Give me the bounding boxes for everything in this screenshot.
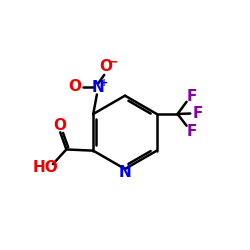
Text: O: O xyxy=(68,79,82,94)
Text: −: − xyxy=(108,56,118,68)
Text: HO: HO xyxy=(32,160,58,174)
Text: F: F xyxy=(187,89,198,104)
Text: F: F xyxy=(187,124,198,139)
Text: O: O xyxy=(53,118,66,133)
Text: O: O xyxy=(100,59,113,74)
Text: N: N xyxy=(92,80,104,94)
Text: N: N xyxy=(119,165,132,180)
Text: +: + xyxy=(100,78,108,88)
Text: F: F xyxy=(193,106,203,120)
